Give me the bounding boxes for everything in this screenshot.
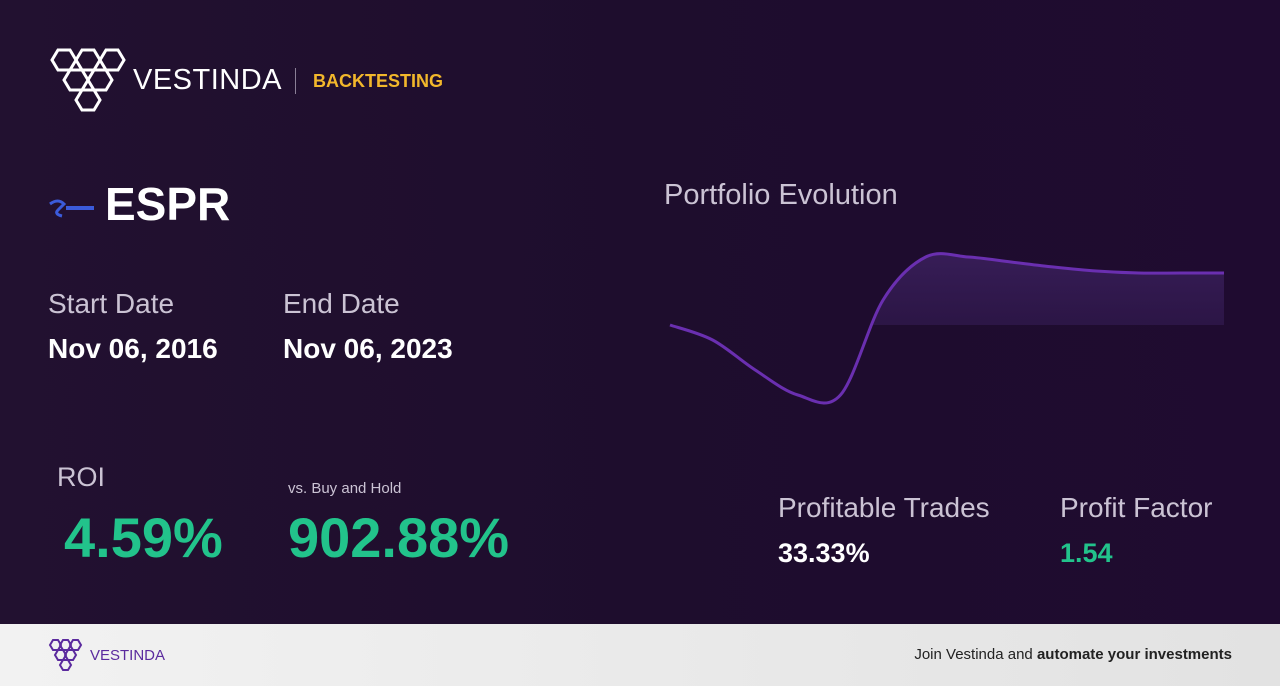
ticker-icon [49, 199, 94, 218]
profitable-trades: 33.33% [778, 538, 870, 568]
start-date-label: Start Date [48, 288, 175, 319]
footer: VESTINDA Join Vestinda and automate your… [0, 624, 1280, 686]
profit-factor: 1.54 [1060, 538, 1113, 568]
footer-text: Join Vestinda and [914, 646, 1033, 663]
roi-label: ROI [57, 462, 106, 492]
buy-hold-label: vs. Buy and Hold [288, 480, 402, 497]
brand: VESTINDA [133, 64, 283, 96]
footer-brand: VESTINDA [90, 647, 166, 664]
logo [50, 48, 126, 112]
ticker: ESPR [105, 178, 231, 230]
chart-title: Portfolio Evolution [664, 179, 898, 211]
end-date: Nov 06, 2023 [283, 333, 453, 364]
footer-text-bold: automate your investments [1036, 646, 1232, 663]
roi: 4.59% [64, 506, 223, 569]
area [670, 253, 1224, 325]
end-date-label: End Date [283, 288, 400, 319]
profit-factor-label: Profit Factor [1060, 492, 1213, 523]
section: BACKTESTING [313, 71, 443, 91]
line [669, 252, 1224, 405]
start-date: Nov 06, 2016 [48, 333, 218, 364]
buy-hold: 902.88% [288, 506, 510, 569]
profitable-trades-label: Profitable Trades [778, 492, 990, 523]
divider [295, 68, 296, 94]
footer-cta: Join Vestinda and automate your investme… [914, 647, 1232, 662]
footer-logo [48, 639, 83, 671]
